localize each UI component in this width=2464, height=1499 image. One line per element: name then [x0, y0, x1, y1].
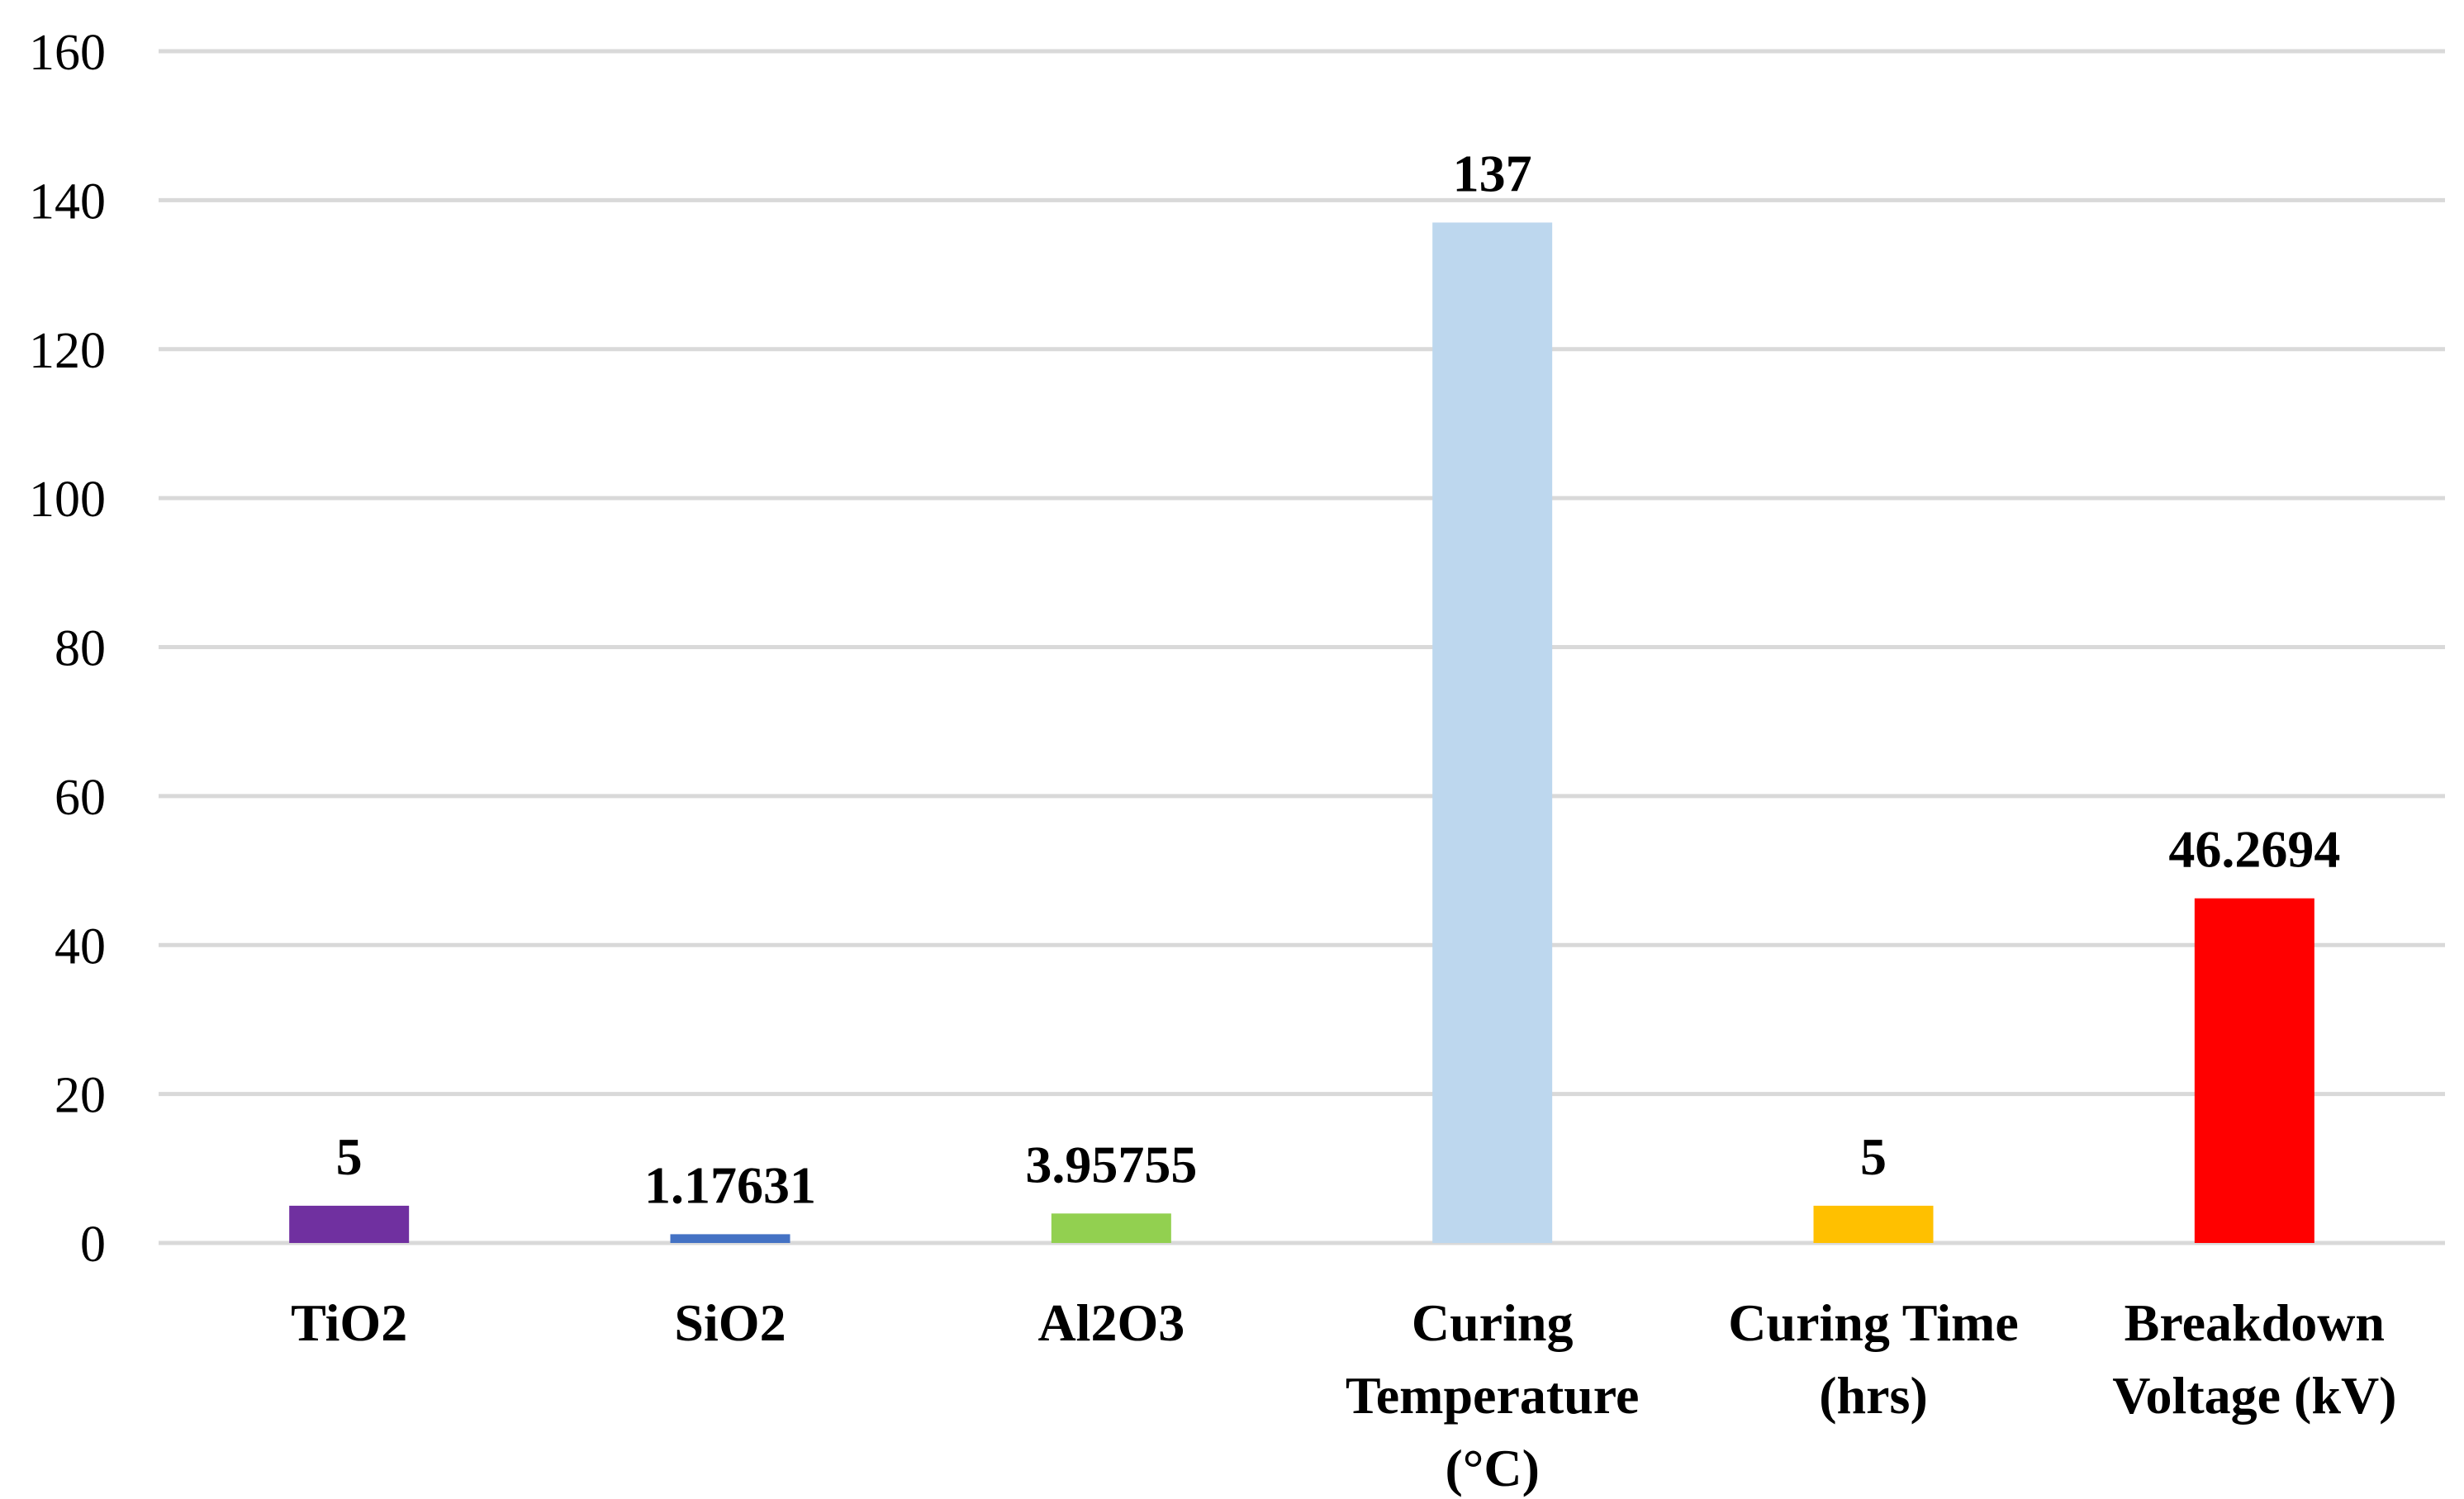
y-tick-label-160: 160 [29, 25, 106, 81]
category-label-1-line-0: SiO2 [674, 1293, 786, 1352]
bar-4 [1813, 1205, 1934, 1243]
category-label-2-line-0: Al2O3 [1037, 1293, 1185, 1352]
category-label-0-line-0: TiO2 [291, 1293, 407, 1352]
data-label-4: 5 [1860, 1127, 1887, 1186]
bars [289, 222, 2314, 1243]
bar-2 [1051, 1213, 1171, 1243]
y-axis-tick-labels: 0 20 40 60 80 100 120 140 160 [29, 25, 106, 1273]
y-tick-label-100: 100 [29, 472, 106, 528]
y-tick-label-20: 20 [55, 1068, 106, 1124]
data-label-0: 5 [336, 1127, 363, 1186]
bar-0 [289, 1205, 410, 1243]
y-tick-label-140: 140 [29, 173, 106, 230]
category-label-5-line-0: Breakdown [2125, 1293, 2385, 1352]
category-label-4-line-1: (hrs) [1819, 1366, 1928, 1425]
x-axis-category-labels: TiO2 SiO2 Al2O3 Curing Temperature (°C) Curing… [291, 1293, 2396, 1497]
y-tick-label-0: 0 [80, 1217, 106, 1273]
data-label-2: 3.95755 [1025, 1135, 1197, 1193]
category-label-3-line-1: Temperature [1346, 1366, 1640, 1425]
category-label-3-line-0: Curing [1412, 1293, 1574, 1352]
category-label-4-line-0: Curing Time [1728, 1293, 2018, 1352]
data-labels: 5 1.17631 3.95755 137 5 46.2694 [336, 144, 2341, 1214]
y-tick-label-40: 40 [55, 918, 106, 975]
data-label-5: 46.2694 [2168, 820, 2340, 879]
data-label-1: 1.17631 [644, 1155, 816, 1214]
gridlines [159, 49, 2445, 1245]
bar-5 [2194, 898, 2314, 1243]
y-tick-label-60: 60 [55, 770, 106, 826]
y-tick-label-80: 80 [55, 621, 106, 677]
bar-1 [670, 1234, 790, 1243]
bar-3 [1432, 222, 1553, 1243]
y-tick-label-120: 120 [29, 323, 106, 379]
data-label-3: 137 [1453, 144, 1532, 202]
category-label-5-line-1: Voltage (kV) [2112, 1366, 2396, 1425]
category-label-3-line-2: (°C) [1445, 1439, 1539, 1497]
